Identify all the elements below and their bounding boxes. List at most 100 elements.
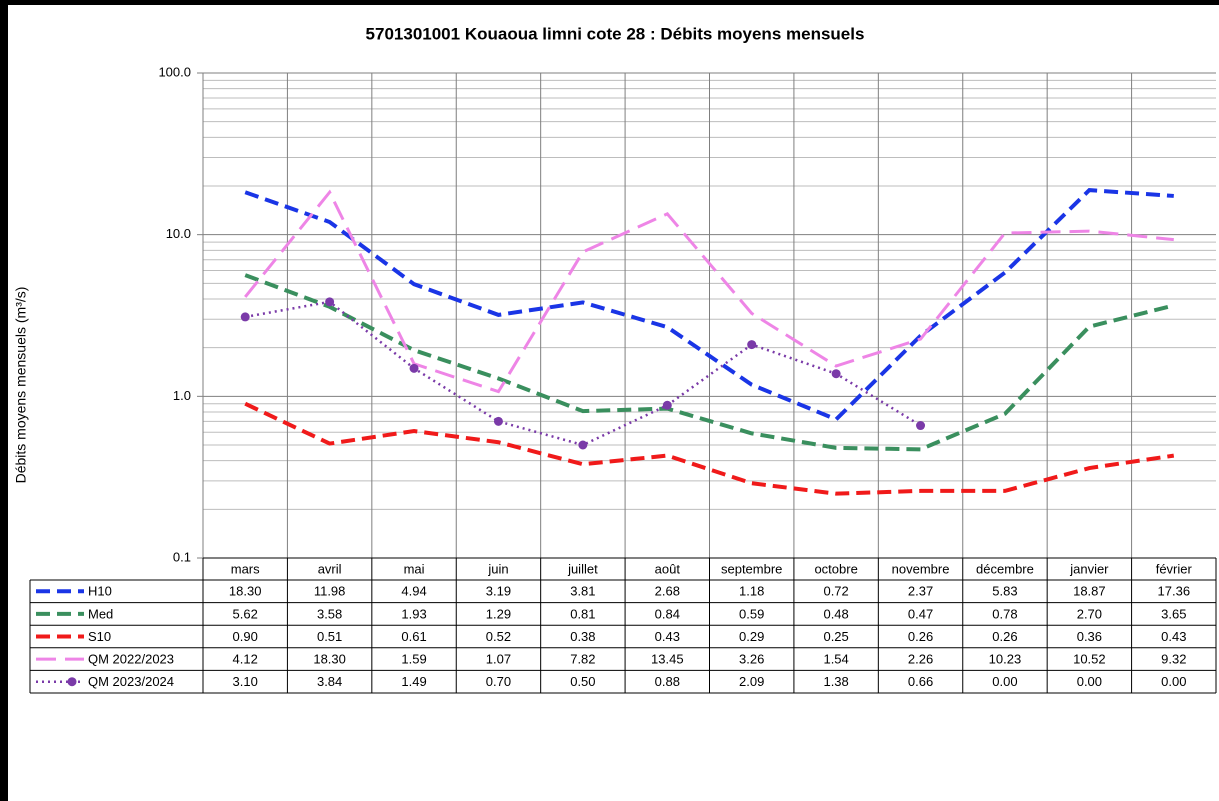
series-line	[244, 188, 1174, 422]
table-value: 18.30	[313, 652, 346, 667]
x-tick-label: décembre	[976, 561, 1034, 576]
table-value: 5.62	[233, 606, 258, 621]
table-value: 0.43	[1161, 629, 1186, 644]
table-value: 2.26	[908, 652, 933, 667]
table-value: 5.83	[992, 584, 1017, 599]
table-value: 0.29	[739, 629, 764, 644]
table-value: 0.78	[992, 606, 1017, 621]
table-value: 0.90	[233, 629, 258, 644]
legend-label: S10	[88, 629, 111, 644]
table-value: 18.87	[1073, 584, 1106, 599]
table-value: 0.36	[1077, 629, 1102, 644]
table-value: 18.30	[229, 584, 262, 599]
chart-title: 5701301001 Kouaoua limni cote 28 : Débit…	[366, 24, 865, 43]
table-value: 3.10	[233, 674, 258, 689]
table-value: 0.25	[823, 629, 848, 644]
x-tick-label: août	[655, 561, 681, 576]
table-value: 2.37	[908, 584, 933, 599]
legend-label: Med	[88, 606, 113, 621]
legend-label: QM 2023/2024	[88, 674, 174, 689]
table-value: 9.32	[1161, 652, 1186, 667]
legend-label: QM 2022/2023	[88, 652, 174, 667]
point	[831, 369, 841, 379]
table-value: 1.49	[401, 674, 426, 689]
table-value: 10.23	[989, 652, 1022, 667]
table-value: 3.19	[486, 584, 511, 599]
table-value: 0.00	[1077, 674, 1102, 689]
table-value: 3.81	[570, 584, 595, 599]
table-value: 3.58	[317, 606, 342, 621]
table-value: 0.52	[486, 629, 511, 644]
table-value: 0.81	[570, 606, 595, 621]
point	[662, 400, 672, 410]
table-value: 11.98	[314, 584, 346, 599]
table-value: 7.82	[570, 652, 595, 667]
table-value: 0.51	[317, 629, 342, 644]
table-value: 0.61	[401, 629, 426, 644]
x-tick-label: avril	[318, 561, 342, 576]
point	[747, 340, 757, 350]
table-value: 0.50	[570, 674, 595, 689]
table-value: 0.26	[992, 629, 1017, 644]
table-value: 3.26	[739, 652, 764, 667]
x-tick-label: mars	[231, 561, 260, 576]
table-value: 0.43	[655, 629, 680, 644]
table-value: 0.26	[908, 629, 933, 644]
x-tick-label: février	[1156, 561, 1193, 576]
table-value: 3.65	[1161, 606, 1186, 621]
table-value: 3.84	[317, 674, 342, 689]
table-value: 10.52	[1073, 652, 1106, 667]
point	[578, 440, 588, 450]
table-value: 2.09	[739, 674, 764, 689]
x-tick-label: septembre	[721, 561, 782, 576]
frame-top	[0, 0, 1219, 5]
table-value: 0.47	[908, 606, 933, 621]
x-tick-label: novembre	[892, 561, 950, 576]
table-value: 0.70	[486, 674, 511, 689]
y-axis-label: Débits moyens mensuels (m³/s)	[13, 287, 29, 484]
table-value: 0.00	[1161, 674, 1186, 689]
series-line	[244, 273, 1175, 452]
table-value: 1.54	[823, 652, 848, 667]
point	[409, 363, 419, 373]
table-value: 0.66	[908, 674, 933, 689]
x-tick-label: mai	[404, 561, 425, 576]
y-tick-label: 0.1	[173, 549, 191, 564]
table-value: 0.88	[655, 674, 680, 689]
legend-marker	[67, 677, 77, 687]
series-line	[244, 300, 922, 447]
frame-left	[0, 0, 8, 801]
table-value: 1.93	[401, 606, 426, 621]
x-tick-label: juin	[487, 561, 508, 576]
table-value: 1.38	[823, 674, 848, 689]
table-value: 1.18	[739, 584, 764, 599]
point	[493, 416, 503, 426]
table-value: 0.84	[655, 606, 680, 621]
table-value: 0.48	[823, 606, 848, 621]
point	[916, 421, 926, 431]
table-value: 0.72	[823, 584, 848, 599]
y-tick-label: 1.0	[173, 388, 191, 403]
table-value: 17.36	[1158, 584, 1191, 599]
table-value: 4.94	[401, 584, 426, 599]
table-value: 0.59	[739, 606, 764, 621]
table-value: 1.59	[401, 652, 426, 667]
table-value: 0.00	[992, 674, 1017, 689]
table-value: 13.45	[651, 652, 684, 667]
table-value: 1.29	[486, 606, 511, 621]
table-value: 1.07	[486, 652, 511, 667]
y-tick-label: 10.0	[166, 226, 191, 241]
y-tick-label: 100.0	[158, 64, 191, 79]
table-value: 2.70	[1077, 606, 1102, 621]
table-value: 2.68	[655, 584, 680, 599]
x-tick-label: octobre	[814, 561, 857, 576]
table-value: 4.12	[233, 652, 258, 667]
x-tick-label: juillet	[567, 561, 598, 576]
point	[240, 312, 250, 322]
x-tick-label: janvier	[1069, 561, 1109, 576]
point	[325, 297, 335, 307]
table-value: 0.38	[570, 629, 595, 644]
series-line	[244, 189, 1174, 394]
legend-label: H10	[88, 584, 112, 599]
